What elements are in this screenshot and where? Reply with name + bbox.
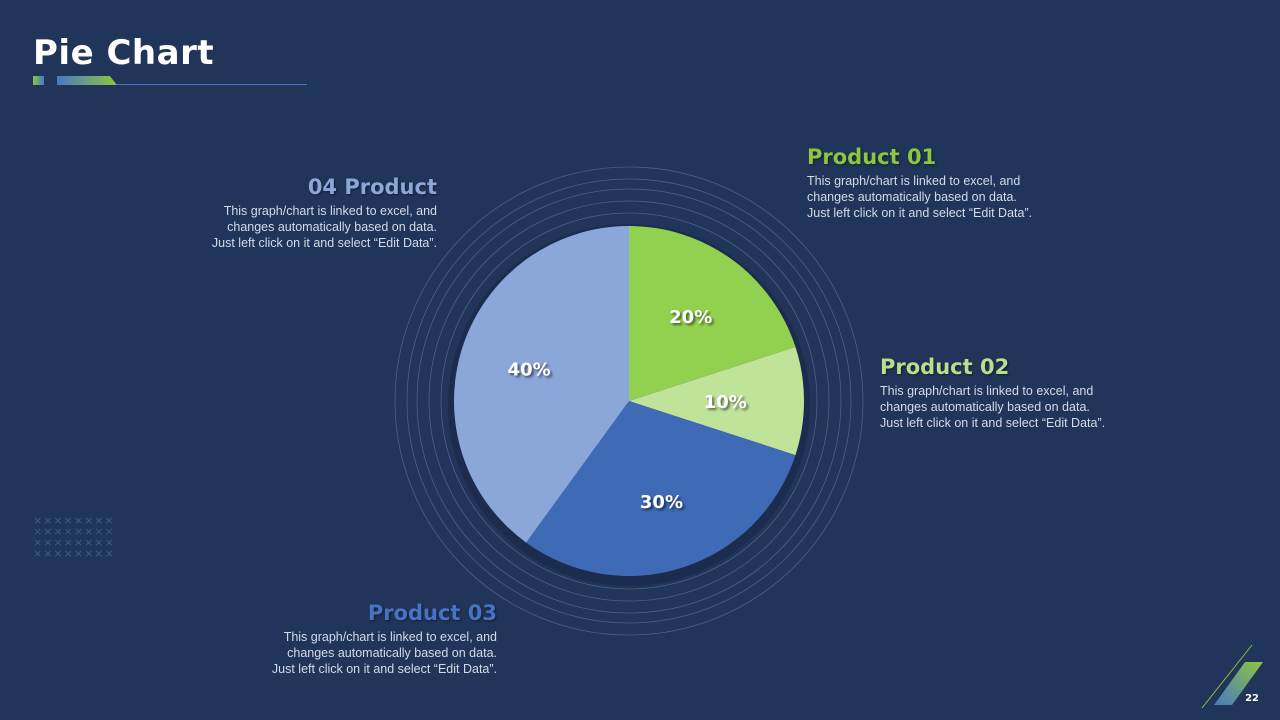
pie-slice-product-02 [629,346,804,456]
product-03-description: This graph/chart is linked to excel, and… [271,630,497,676]
product-04-heading: 04 Product [307,175,437,199]
decorative-ring-3 [416,188,842,614]
product-01-heading: Product 01 [807,145,937,169]
page-title: Pie Chart [33,33,215,73]
pie-labels: 20% 10% 30% 40% [508,307,747,513]
product-01-description: This graph/chart is linked to excel, and… [807,174,1033,220]
product-01-block: Product 01 This graph/chart is linked to… [807,145,1127,221]
pie-label-3: 30% [640,492,683,513]
decorative-ring-5 [394,166,864,636]
corner-accent [1201,644,1263,709]
decorative-ring-4 [406,178,852,624]
pie-label-4: 40% [508,360,551,381]
product-04-description: This graph/chart is linked to excel, and… [211,204,437,250]
title-underline [33,76,308,86]
title-underline-bar [57,76,117,85]
product-03-block: Product 03 This graph/chart is linked to… [197,601,497,677]
pie-slices [453,226,804,576]
product-02-block: Product 02 This graph/chart is linked to… [880,355,1200,431]
product-03-heading: Product 03 [367,601,497,625]
pie-label-1: 20% [669,307,712,328]
decorative-ring-1 [440,212,818,590]
product-02-heading: Product 02 [880,355,1010,379]
title-underline-square [33,76,44,85]
title-underline-line [117,84,307,85]
pie-slice-product-03 [526,401,796,576]
decorative-ring-2 [428,200,830,602]
pie-label-2: 10% [704,392,747,413]
x-pattern-decoration: ×××××××× ×××××××× ×××××××× ×××××××× [33,514,115,560]
page-number: 22 [1245,693,1259,704]
pie-slice-04-product [453,226,629,543]
pie-slice-product-01 [629,226,796,401]
product-04-block: 04 Product This graph/chart is linked to… [137,175,437,251]
product-02-description: This graph/chart is linked to excel, and… [880,384,1106,430]
